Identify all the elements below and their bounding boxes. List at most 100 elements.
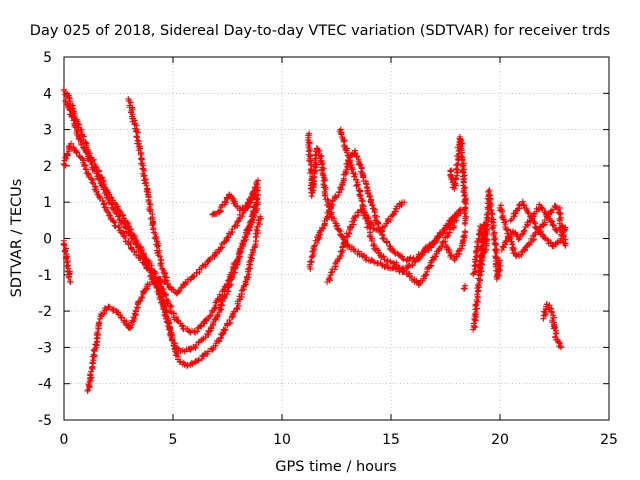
- series-s2: [62, 97, 262, 336]
- data-point: [80, 133, 87, 140]
- series-s5: [60, 237, 74, 286]
- data-point: [519, 198, 526, 205]
- series-s10: [324, 199, 408, 286]
- data-point: [143, 286, 150, 293]
- data-point: [493, 276, 500, 283]
- data-point: [558, 344, 565, 351]
- data-point: [90, 347, 97, 354]
- data-point: [543, 301, 550, 308]
- data-point: [160, 286, 167, 293]
- data-point: [496, 266, 503, 273]
- x-tick-label: 25: [600, 432, 618, 448]
- data-point: [366, 223, 373, 230]
- data-point: [457, 136, 464, 143]
- data-point: [195, 357, 202, 364]
- data-point: [156, 287, 163, 294]
- data-point: [155, 286, 162, 293]
- data-point: [161, 279, 168, 286]
- y-axis-label: SDTVAR / TECUs: [9, 179, 25, 298]
- data-point: [511, 213, 518, 220]
- y-tick-label: 5: [43, 50, 52, 66]
- data-point: [225, 277, 232, 284]
- data-point: [74, 149, 81, 156]
- data-point: [483, 236, 490, 243]
- data-point: [521, 227, 528, 234]
- data-point: [316, 147, 323, 154]
- data-point: [478, 268, 485, 275]
- data-point: [60, 241, 67, 248]
- data-point: [562, 224, 569, 231]
- data-points: [60, 86, 569, 394]
- data-point: [445, 232, 452, 239]
- y-tick-label: -2: [38, 304, 52, 320]
- y-tick-label: 4: [43, 86, 52, 102]
- data-point: [462, 184, 469, 191]
- data-point: [67, 140, 74, 147]
- plot-frame: [63, 56, 610, 421]
- data-point: [89, 179, 96, 186]
- data-point: [369, 202, 376, 209]
- data-point: [462, 282, 469, 289]
- data-point: [426, 241, 433, 248]
- data-point: [239, 204, 246, 211]
- data-point: [362, 180, 369, 187]
- series-s7: [209, 177, 262, 218]
- data-point: [104, 209, 111, 216]
- data-point: [88, 161, 95, 168]
- data-point: [153, 235, 160, 242]
- data-point: [475, 282, 482, 289]
- data-point: [246, 196, 253, 203]
- data-point: [380, 254, 387, 261]
- data-point: [306, 147, 313, 154]
- data-point: [322, 186, 329, 193]
- data-point: [135, 147, 142, 154]
- data-point: [328, 201, 335, 208]
- data-point: [357, 161, 364, 168]
- y-tick-label: -1: [38, 268, 52, 284]
- data-point: [518, 251, 525, 258]
- data-point: [325, 276, 332, 283]
- data-point: [236, 207, 243, 214]
- data-point: [562, 242, 569, 249]
- data-point: [239, 213, 246, 220]
- y-tick-label: 2: [43, 159, 52, 175]
- data-point: [224, 234, 231, 241]
- data-point: [315, 149, 322, 156]
- data-point: [453, 217, 460, 224]
- data-point: [548, 308, 555, 315]
- data-point: [367, 198, 374, 205]
- data-point: [62, 98, 69, 105]
- data-point: [66, 270, 73, 277]
- data-point: [548, 309, 555, 316]
- data-point: [307, 152, 314, 159]
- data-point: [342, 237, 349, 244]
- data-point: [99, 197, 106, 204]
- data-point: [347, 224, 354, 231]
- data-point: [399, 255, 406, 262]
- data-point: [401, 199, 408, 206]
- y-tick-labels: -5 -4 -3 -2 -1 0 1 2 3 4 5: [38, 50, 52, 429]
- data-point: [256, 221, 263, 228]
- data-point: [134, 129, 141, 136]
- data-point: [157, 257, 164, 264]
- data-point: [462, 228, 469, 235]
- data-point: [331, 266, 338, 273]
- data-point: [497, 262, 504, 269]
- series-s17: [481, 187, 504, 283]
- data-point: [343, 166, 350, 173]
- data-point: [383, 261, 390, 268]
- data-point: [178, 285, 185, 292]
- data-point: [310, 243, 317, 250]
- data-point: [320, 225, 327, 232]
- chart-title: Day 025 of 2018, Sidereal Day-to-day VTE…: [30, 23, 610, 39]
- data-point: [450, 222, 457, 229]
- data-point: [254, 223, 261, 230]
- data-point: [507, 217, 514, 224]
- data-point: [84, 387, 91, 394]
- data-point: [383, 239, 390, 246]
- data-point: [387, 258, 394, 265]
- data-point: [246, 223, 253, 230]
- data-point: [242, 234, 249, 241]
- data-point: [222, 326, 229, 333]
- data-point: [110, 218, 117, 225]
